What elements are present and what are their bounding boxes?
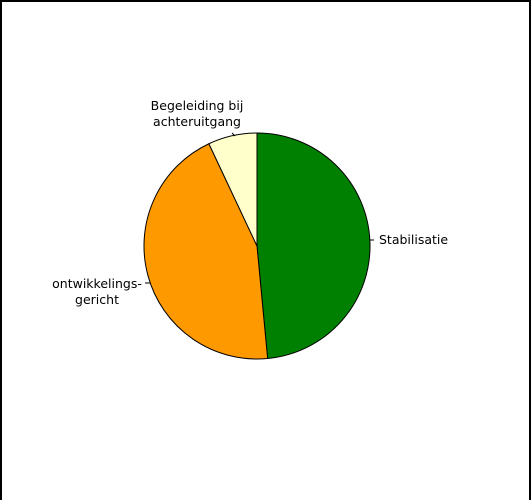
pie-slice-1 [256, 132, 371, 360]
slice-label-2: ontwikkelings-gericht [52, 276, 142, 307]
pie-slice-3 [208, 132, 258, 247]
slice-label-1: Stabilisatie [379, 232, 448, 247]
slice-label-line: Begeleiding bij [151, 98, 244, 113]
slice-label-line: ontwikkelings- [52, 276, 142, 291]
slice-label-line: Stabilisatie [379, 232, 448, 247]
pie-slice-2 [143, 143, 269, 360]
leader-line-3 [231, 132, 236, 137]
slice-label-line: gericht [75, 292, 119, 307]
slice-label-line: achteruitgang [153, 114, 241, 129]
slice-label-3: Begeleiding bij achteruitgang [151, 98, 244, 129]
